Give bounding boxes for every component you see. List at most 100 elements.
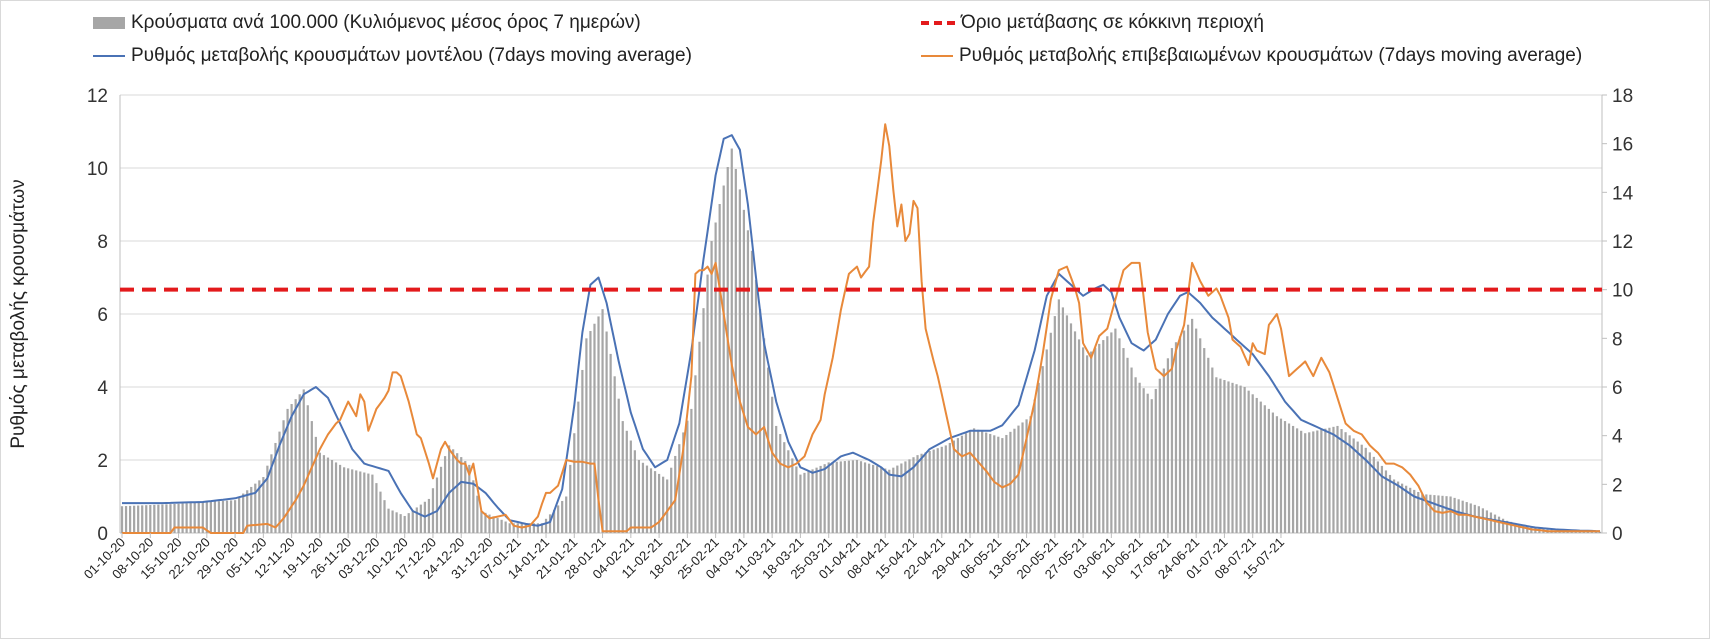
bar bbox=[936, 448, 939, 533]
bar bbox=[1110, 332, 1113, 533]
bar bbox=[1441, 495, 1444, 533]
bar bbox=[831, 462, 834, 533]
bar bbox=[920, 453, 923, 533]
bar bbox=[690, 408, 693, 533]
bar bbox=[427, 498, 431, 533]
bar bbox=[791, 458, 794, 533]
bar bbox=[229, 500, 233, 533]
bar bbox=[1308, 432, 1311, 533]
bar bbox=[859, 461, 863, 533]
legend-label-threshold: Όριο μετάβασης σε κόκκινη περιοχή bbox=[961, 12, 1264, 33]
bar bbox=[347, 468, 350, 533]
bar bbox=[1522, 525, 1525, 533]
y-tick-right: 2 bbox=[1612, 475, 1623, 496]
bar bbox=[609, 353, 612, 533]
bar bbox=[855, 460, 859, 533]
bar bbox=[1207, 357, 1210, 533]
bar bbox=[1255, 397, 1258, 533]
bar bbox=[767, 367, 770, 533]
bar bbox=[1433, 495, 1436, 533]
bar bbox=[532, 523, 536, 533]
bar bbox=[1235, 384, 1238, 533]
bar bbox=[266, 465, 269, 533]
bar bbox=[613, 376, 616, 533]
bar bbox=[274, 442, 277, 533]
bar bbox=[1045, 349, 1048, 533]
bar bbox=[1590, 531, 1594, 533]
bar bbox=[359, 471, 362, 533]
bar bbox=[290, 404, 293, 533]
bar bbox=[395, 512, 398, 533]
bar bbox=[1279, 418, 1283, 533]
bar bbox=[326, 457, 330, 533]
bar bbox=[443, 456, 447, 533]
bar bbox=[783, 442, 786, 533]
bar bbox=[286, 408, 289, 533]
legend-item-cases-bar: Κρούσματα ανά 100.000 (Κυλιόμενος μέσος … bbox=[93, 12, 641, 34]
bar bbox=[1304, 433, 1307, 533]
bar bbox=[1429, 494, 1432, 533]
bar bbox=[621, 421, 624, 533]
bar bbox=[476, 495, 479, 533]
bar bbox=[746, 230, 750, 533]
bar bbox=[383, 500, 386, 533]
bar bbox=[145, 505, 148, 533]
bar bbox=[989, 433, 992, 533]
bar bbox=[1324, 428, 1327, 533]
bar bbox=[512, 523, 515, 533]
bar bbox=[1090, 351, 1093, 533]
bar bbox=[593, 323, 596, 533]
bar bbox=[250, 486, 253, 533]
y-tick-right: 16 bbox=[1612, 135, 1633, 156]
y-tick-left: 6 bbox=[97, 305, 108, 326]
bar bbox=[371, 474, 374, 533]
bar bbox=[403, 515, 406, 533]
bar bbox=[1134, 377, 1137, 533]
bar bbox=[666, 479, 669, 533]
bar bbox=[221, 500, 225, 533]
bar bbox=[702, 308, 705, 533]
bar bbox=[1069, 323, 1073, 533]
bar bbox=[407, 513, 410, 533]
bar bbox=[1344, 432, 1347, 533]
bar bbox=[1405, 485, 1408, 533]
bar bbox=[912, 457, 915, 533]
bar bbox=[1437, 495, 1440, 533]
bar bbox=[246, 490, 249, 533]
bar bbox=[1348, 435, 1351, 533]
bar bbox=[1356, 441, 1359, 533]
bar bbox=[185, 503, 188, 533]
bar bbox=[605, 331, 608, 533]
bar bbox=[940, 446, 943, 533]
bar bbox=[1360, 444, 1363, 533]
bar bbox=[1501, 518, 1505, 533]
bar bbox=[528, 523, 531, 533]
y-tick-right: 18 bbox=[1612, 86, 1633, 107]
bar bbox=[133, 505, 136, 533]
bar bbox=[439, 466, 443, 533]
bar bbox=[128, 505, 132, 533]
bar bbox=[573, 433, 576, 533]
bar bbox=[742, 209, 746, 533]
legend-label-cases: Κρούσματα ανά 100.000 (Κυλιόμενος μέσος … bbox=[131, 12, 641, 33]
bar bbox=[1526, 526, 1529, 533]
bar bbox=[1247, 390, 1250, 533]
bar bbox=[343, 467, 346, 533]
bar bbox=[698, 341, 701, 533]
bar bbox=[1461, 500, 1464, 533]
bar bbox=[1029, 416, 1032, 533]
bar bbox=[1073, 331, 1077, 533]
bar bbox=[1191, 318, 1194, 533]
bar bbox=[181, 503, 184, 533]
legend-swatch-threshold bbox=[921, 21, 955, 25]
bar bbox=[1013, 428, 1016, 533]
legend-swatch-bar bbox=[93, 17, 125, 29]
bar bbox=[137, 505, 140, 533]
bar bbox=[157, 504, 160, 533]
bar bbox=[238, 496, 241, 533]
bar bbox=[294, 399, 297, 533]
bar bbox=[1033, 399, 1036, 533]
bar bbox=[1485, 510, 1489, 533]
bar bbox=[851, 460, 855, 533]
bar bbox=[1320, 429, 1323, 533]
